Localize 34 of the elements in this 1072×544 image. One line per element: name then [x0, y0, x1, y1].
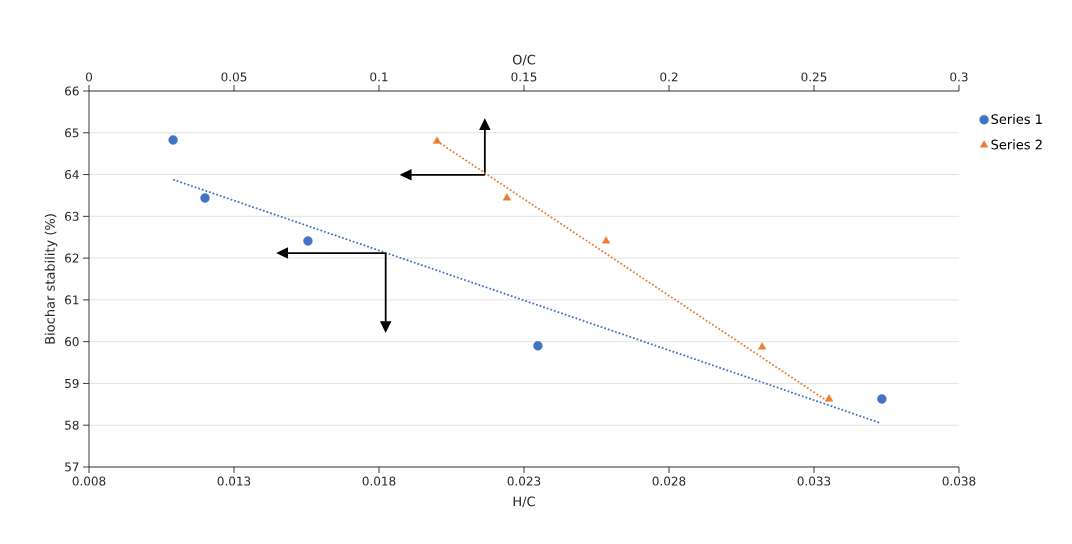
y-tick-label: 61: [65, 295, 79, 305]
x2-tick-label: 0.15: [511, 72, 537, 82]
y-tick-label: 63: [65, 211, 79, 221]
x-tick-label: 0.018: [362, 476, 396, 486]
x-tick-label: 0.038: [942, 476, 976, 486]
point: [877, 394, 887, 404]
y-tick-label: 60: [65, 337, 79, 347]
x-tick-label: 0.033: [797, 476, 831, 486]
point: [200, 193, 210, 203]
x-tick-label: 0.013: [217, 476, 251, 486]
y-tick-label: 65: [65, 128, 79, 138]
y-axis-title: Biochar stability (%): [44, 214, 58, 344]
legend-label: Series 1: [991, 114, 1042, 125]
point: [303, 236, 313, 246]
x2-tick-label: 0.05: [221, 72, 247, 82]
x2-tick-label: 0.2: [660, 72, 678, 82]
y-tick-label: 58: [65, 420, 79, 430]
y-tick-label: 64: [65, 170, 79, 180]
x2-tick-label: 0.3: [950, 72, 968, 82]
x-tick-label: 0.028: [652, 476, 686, 486]
x2-tick-label: 0.25: [801, 72, 827, 82]
y-tick-label: 59: [65, 378, 79, 388]
point: [168, 135, 178, 145]
x-tick-label: 0.008: [72, 476, 106, 486]
x2-tick-label: 0.1: [370, 72, 388, 82]
point: [533, 341, 543, 351]
x2-axis-title: O/C: [512, 54, 536, 66]
legend-label: Series 2: [991, 139, 1042, 150]
y-tick-label: 57: [65, 462, 79, 472]
y-tick-label: 66: [65, 86, 79, 96]
x-tick-label: 0.023: [507, 476, 541, 486]
x2-tick-label: 0: [85, 72, 93, 82]
y-tick-label: 62: [65, 253, 79, 263]
x-axis-title: H/C: [513, 496, 535, 508]
